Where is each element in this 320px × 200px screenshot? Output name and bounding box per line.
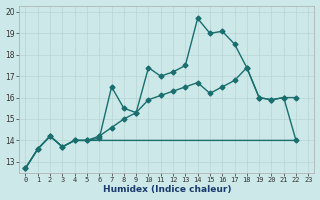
X-axis label: Humidex (Indice chaleur): Humidex (Indice chaleur) bbox=[103, 185, 231, 194]
